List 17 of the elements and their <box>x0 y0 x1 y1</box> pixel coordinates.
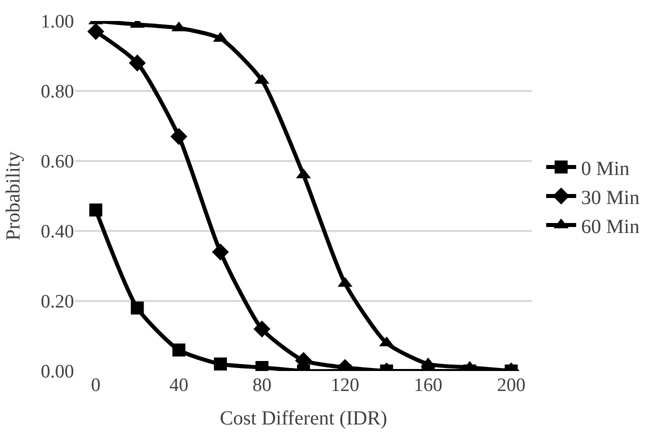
y-tick-label: 0.60 <box>40 152 74 173</box>
y-tick-label: 1.00 <box>40 12 74 33</box>
x-tick-label: 80 <box>252 375 272 396</box>
x-tick-label: 200 <box>496 375 526 396</box>
x-tick-label: 40 <box>169 375 188 396</box>
legend-label: 0 Min <box>581 158 630 180</box>
x-tick-label: 0 <box>91 375 101 396</box>
x-axis-title: Cost Different (IDR) <box>220 408 388 430</box>
x-tick-label: 120 <box>330 375 360 396</box>
y-tick-label: 0.00 <box>40 362 74 383</box>
legend-label: 60 Min <box>581 216 640 238</box>
legend-label: 30 Min <box>581 186 640 209</box>
y-tick-label: 0.80 <box>40 82 74 103</box>
y-tick-label: 0.40 <box>40 222 74 243</box>
y-tick-label: 0.20 <box>40 292 74 313</box>
y-axis-title: Probability <box>2 152 24 240</box>
x-tick-label: 160 <box>414 375 442 396</box>
